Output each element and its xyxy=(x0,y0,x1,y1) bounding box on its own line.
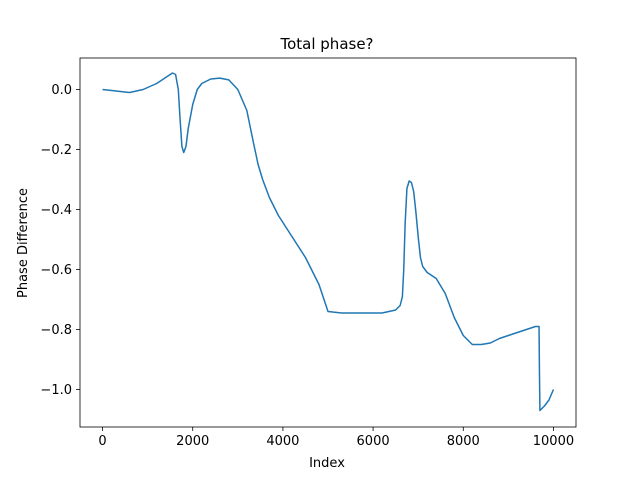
x-tick-label: 4000 xyxy=(266,434,299,449)
x-axis: 0 2000 4000 6000 8000 10000 xyxy=(98,427,574,449)
x-tick-label: 8000 xyxy=(447,434,480,449)
axes-frame xyxy=(79,57,577,428)
x-tick-label: 6000 xyxy=(357,434,390,449)
x-tick-label: 2000 xyxy=(176,434,209,449)
y-axis: 0.0 −0.2 −0.4 −0.6 −0.8 −1.0 xyxy=(40,83,80,398)
y-axis-label: Phase Difference xyxy=(16,188,31,298)
x-axis-label: Index xyxy=(309,456,345,471)
y-tick-label: −0.6 xyxy=(40,263,72,278)
x-tick-label: 10000 xyxy=(533,434,574,449)
y-tick-label: −1.0 xyxy=(40,383,72,398)
y-tick-label: −0.2 xyxy=(40,143,72,158)
y-tick-label: 0.0 xyxy=(51,83,72,98)
y-tick-label: −0.4 xyxy=(40,203,72,218)
y-tick-label: −0.8 xyxy=(40,323,72,338)
chart-title: Total phase? xyxy=(279,35,373,53)
plot-area xyxy=(79,57,577,428)
x-tick-label: 0 xyxy=(98,434,106,449)
series-line xyxy=(102,72,555,412)
